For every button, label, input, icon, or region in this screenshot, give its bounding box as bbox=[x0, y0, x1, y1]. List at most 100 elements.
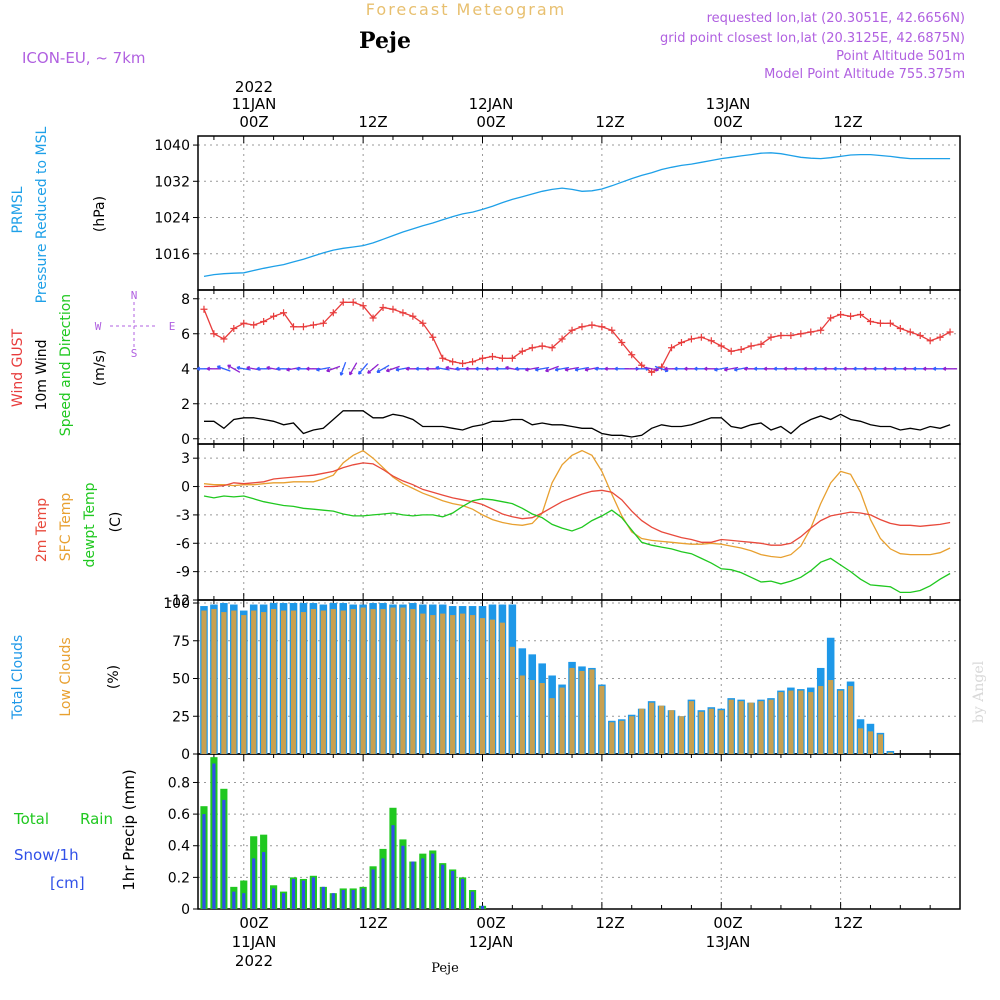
snow-bar bbox=[232, 891, 236, 909]
wind-line bbox=[204, 410, 951, 438]
wind-arrow bbox=[349, 362, 358, 376]
gust-marker bbox=[439, 354, 447, 362]
gust-marker bbox=[528, 344, 536, 352]
low-cloud-bar bbox=[221, 612, 227, 754]
low-cloud-bar bbox=[768, 699, 774, 754]
wind-arrow bbox=[435, 365, 450, 371]
low-cloud-bar bbox=[390, 607, 396, 754]
wind-y-tick-label: 8 bbox=[181, 292, 190, 308]
low-cloud-bar bbox=[599, 686, 605, 754]
low-cloud-bar bbox=[668, 710, 675, 754]
gust-line bbox=[203, 301, 951, 374]
wind-arrow bbox=[385, 365, 400, 373]
gust-marker bbox=[260, 318, 268, 325]
bottom-hour-3: 00Z bbox=[476, 914, 505, 932]
pressure-panel: 1016 1024 1032 1040 bbox=[154, 135, 961, 291]
gust-marker bbox=[299, 323, 307, 331]
wind-arrow bbox=[339, 361, 347, 376]
snow-bar bbox=[441, 864, 445, 909]
dew-label: dewpt Temp bbox=[82, 482, 98, 567]
low-cloud-bar bbox=[758, 701, 764, 754]
t2m-label: 2m Temp bbox=[34, 498, 50, 562]
gust-marker bbox=[409, 312, 417, 320]
low-cloud-bar bbox=[280, 610, 287, 754]
snow-bar bbox=[202, 814, 206, 909]
wind-arrow bbox=[315, 366, 331, 372]
top-hour-6: 12Z bbox=[833, 113, 862, 131]
chart-title: Forecast Meteogram bbox=[366, 0, 566, 19]
low-cloud-bar bbox=[798, 690, 804, 754]
top-year: 2022 bbox=[235, 78, 273, 96]
compass-s: S bbox=[131, 347, 138, 360]
top-date-1: 11JAN bbox=[232, 95, 277, 113]
gust-marker bbox=[707, 337, 715, 345]
wind-arrow bbox=[644, 366, 659, 372]
gust-marker bbox=[588, 321, 596, 329]
gust-marker bbox=[349, 298, 357, 306]
gust-marker bbox=[866, 318, 874, 325]
snow-bar bbox=[341, 890, 345, 909]
low-cloud-bar bbox=[430, 615, 436, 754]
footer-location: Peje bbox=[431, 961, 459, 976]
gust-marker bbox=[638, 361, 646, 369]
clouds-y-tick-label: 25 bbox=[172, 709, 190, 725]
low-cloud-bar bbox=[788, 690, 794, 754]
low-cloud-label: Low Clouds bbox=[58, 637, 74, 716]
low-cloud-bar bbox=[460, 613, 466, 754]
gust-marker bbox=[876, 319, 884, 327]
gust-marker bbox=[668, 344, 676, 352]
pressure-y-tick-label: 1040 bbox=[154, 138, 190, 154]
low-cloud-bar bbox=[340, 610, 346, 754]
low-cloud-bar bbox=[410, 609, 416, 754]
low-cloud-bar bbox=[698, 711, 704, 754]
wind-arrow bbox=[367, 363, 379, 374]
low-cloud-bar bbox=[290, 610, 297, 754]
bottom-hour-1: 00Z bbox=[239, 914, 268, 932]
wind-label: 10m Wind bbox=[34, 339, 50, 410]
gust-marker bbox=[837, 311, 845, 318]
low-cloud-bar bbox=[778, 692, 784, 754]
precip-y-tick-label: 0.6 bbox=[168, 807, 190, 823]
low-cloud-bar bbox=[688, 701, 694, 754]
top-hour-4: 12Z bbox=[595, 113, 624, 131]
location-title: Peje bbox=[359, 28, 411, 54]
low-cloud-bar bbox=[887, 752, 893, 754]
low-cloud-bar bbox=[499, 622, 505, 754]
compass-n: N bbox=[131, 289, 138, 302]
low-cloud-bar bbox=[748, 702, 754, 754]
gust-marker bbox=[359, 302, 367, 310]
low-cloud-bar bbox=[708, 708, 714, 754]
gust-marker bbox=[270, 312, 278, 320]
bottom-date-1: 11JAN bbox=[232, 933, 277, 951]
top-hour-3: 00Z bbox=[476, 113, 505, 131]
low-cloud-bar bbox=[231, 610, 237, 754]
low-cloud-bar bbox=[330, 609, 336, 754]
top-hour-1: 00Z bbox=[239, 113, 268, 131]
snow-bar bbox=[461, 878, 465, 909]
wind-arrow bbox=[534, 366, 550, 372]
wind-dir-label: Speed and Direction bbox=[58, 294, 74, 436]
bottom-hour-5: 00Z bbox=[713, 914, 742, 932]
compass-rose: N S W E bbox=[95, 289, 176, 360]
low-cloud-bar bbox=[440, 613, 446, 754]
top-date-3: 13JAN bbox=[706, 95, 751, 113]
clouds-y-tick-label: 100 bbox=[163, 596, 190, 612]
top-date-2: 12JAN bbox=[469, 95, 514, 113]
low-cloud-bar bbox=[241, 615, 247, 754]
low-cloud-bar bbox=[867, 731, 874, 754]
snow-bar bbox=[381, 858, 385, 909]
low-cloud-bar bbox=[718, 710, 724, 754]
bottom-hour-4: 12Z bbox=[595, 914, 624, 932]
gust-marker bbox=[896, 325, 904, 332]
gust-marker bbox=[797, 330, 805, 338]
top-hour-2: 12Z bbox=[358, 113, 387, 131]
gust-marker bbox=[558, 335, 566, 343]
snow-bar bbox=[411, 861, 415, 909]
low-cloud-bar bbox=[310, 609, 316, 754]
requested-coords: requested lon,lat (20.3051E, 42.6656N) bbox=[707, 11, 965, 26]
snow-bar bbox=[212, 763, 216, 909]
low-cloud-bar bbox=[370, 609, 376, 754]
gust-marker bbox=[608, 326, 616, 334]
gust-marker bbox=[697, 333, 705, 341]
t2m-line bbox=[204, 462, 951, 546]
